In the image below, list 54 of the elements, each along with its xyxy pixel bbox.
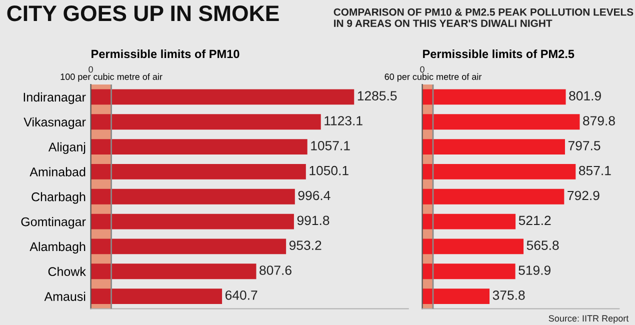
source-note: Source: IITR Report <box>548 315 629 324</box>
bar <box>90 139 308 155</box>
x-axis-title: Permissible limits of PM2.5 <box>423 49 574 58</box>
y-tick-label: Amausi <box>44 292 86 301</box>
bar <box>422 114 580 130</box>
bar <box>422 164 576 180</box>
data-label: 565.8 <box>526 240 559 250</box>
data-label: 640.7 <box>225 290 258 300</box>
data-label: 807.6 <box>260 266 292 275</box>
bar <box>90 164 306 180</box>
text: 0 <box>420 66 424 73</box>
bar <box>90 238 286 254</box>
data-label: 857.1 <box>579 166 611 176</box>
text: 0 <box>88 66 93 73</box>
y-tick-label: Aminabad <box>30 167 86 176</box>
y-tick-label: Gomtinagar <box>21 217 86 229</box>
data-label: 953.2 <box>289 240 322 250</box>
bar <box>90 89 354 105</box>
data-label: 375.8 <box>492 290 525 300</box>
bar <box>422 188 564 204</box>
chart-subtitle: COMPARISON OF PM10 & PM2.5 PEAK POLLUTION LEVELS IN 9 AREAS ON THIS YEAR'S DIWALI NIGHT <box>334 8 634 27</box>
x-axis-title: Permissible limits of PM10 <box>92 49 240 58</box>
data-label: 519.9 <box>518 266 550 275</box>
data-label: 797.5 <box>568 140 600 150</box>
data-label: 521.2 <box>518 216 551 226</box>
y-tick-label: Alambagh <box>30 242 86 254</box>
data-label: 1123.1 <box>324 116 362 126</box>
x-tick-label: 60 per cubic metre of air <box>384 73 482 82</box>
y-tick-label: Charbagh <box>32 192 86 204</box>
y-tick-label: Vikasnagar <box>24 117 86 129</box>
data-label: 1057.1 <box>311 140 350 150</box>
bar <box>90 114 321 130</box>
data-label: 801.9 <box>569 91 601 100</box>
bar <box>422 288 490 304</box>
y-tick-label: Indiranagar <box>24 92 86 104</box>
data-label: 1285.5 <box>358 91 397 100</box>
data-label: 996.4 <box>298 190 330 200</box>
bar <box>422 89 566 105</box>
data-label: 792.9 <box>568 190 600 200</box>
data-label: 991.8 <box>297 216 330 226</box>
x-tick-label: 100 per cubic metre of air <box>60 73 162 82</box>
bar <box>422 264 516 280</box>
chart-title: CITY GOES UP IN SMOKE <box>7 5 279 22</box>
bar <box>90 188 295 204</box>
bar <box>90 214 294 230</box>
bar <box>422 214 516 230</box>
bar <box>90 288 222 304</box>
data-label: 879.8 <box>583 116 615 126</box>
bar <box>422 238 524 254</box>
bar <box>90 264 256 280</box>
bar <box>422 139 565 155</box>
y-tick-label: Aliganj <box>48 142 86 154</box>
data-label: 1050.1 <box>310 166 348 176</box>
y-tick-label: Chowk <box>48 266 86 276</box>
